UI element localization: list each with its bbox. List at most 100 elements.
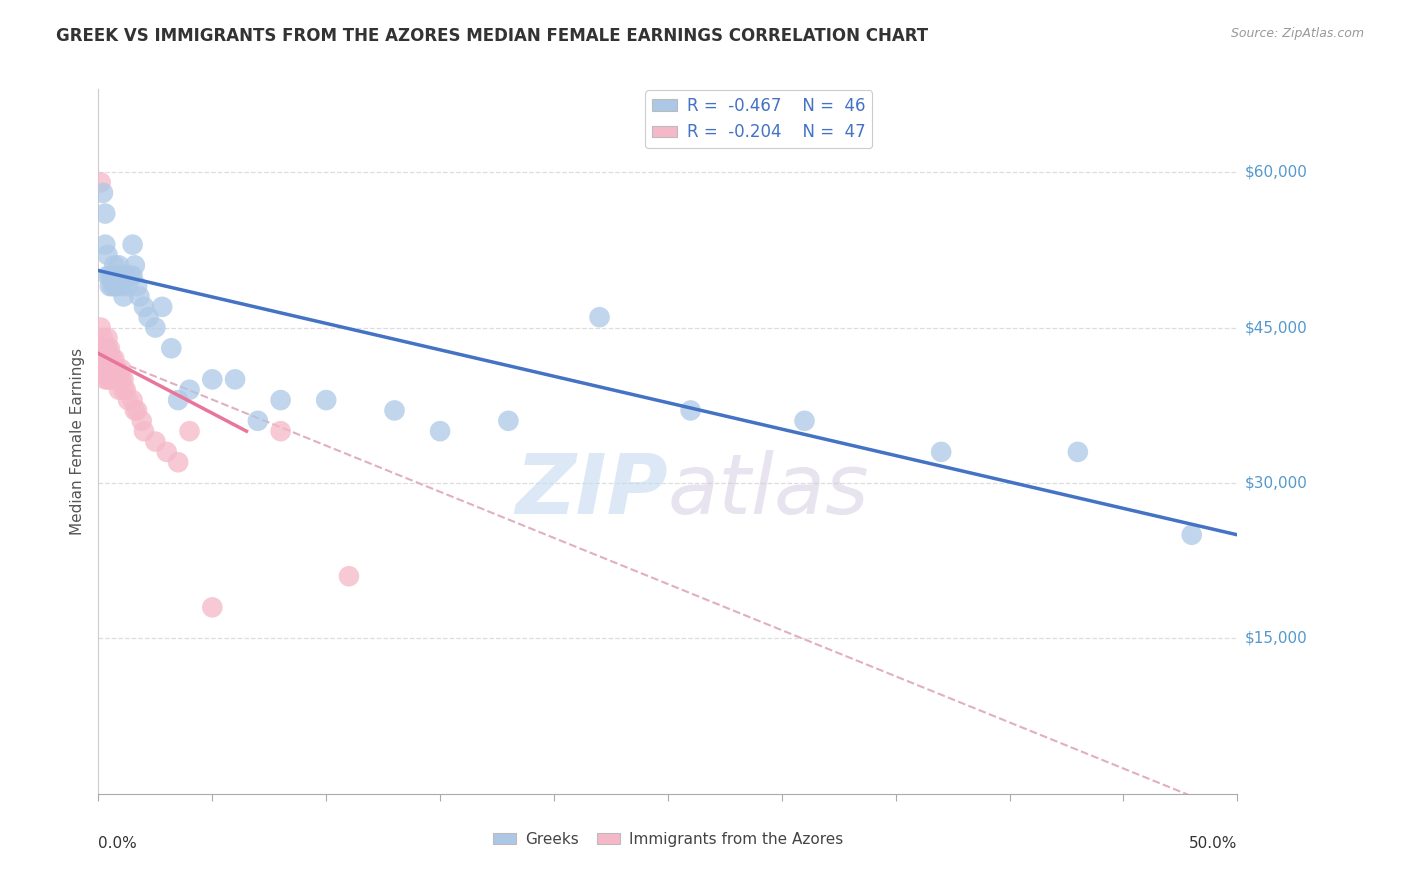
Point [498,414,520,428]
Point [160,341,183,355]
Point [94,362,117,376]
Point [270,424,292,438]
Text: GREEK VS IMMIGRANTS FROM THE AZORES MEDIAN FEMALE EARNINGS CORRELATION CHART: GREEK VS IMMIGRANTS FROM THE AZORES MEDI… [56,27,928,45]
Point [94,341,117,355]
Point [91,331,114,345]
Point [793,414,815,428]
Legend: Greeks, Immigrants from the Azores: Greeks, Immigrants from the Azores [486,826,849,853]
Point [108,259,131,273]
Point [91,351,114,366]
Point [1067,445,1090,459]
Point [179,424,201,438]
Y-axis label: Median Female Earnings: Median Female Earnings [69,348,84,535]
Text: atlas: atlas [668,450,869,532]
Point [98,268,121,283]
Point [679,403,702,417]
Point [156,445,179,459]
Point [124,403,146,417]
Point [103,279,125,293]
Point [246,414,269,428]
Point [121,268,143,283]
Point [128,289,150,303]
Point [112,383,135,397]
Point [91,341,114,355]
Point [103,351,125,366]
Point [132,300,155,314]
Text: ZIP: ZIP [515,450,668,532]
Point [91,362,114,376]
Point [96,372,118,386]
Point [98,362,121,376]
Point [103,259,125,273]
Point [384,403,406,417]
Point [224,372,246,386]
Point [138,310,160,325]
Point [94,206,117,220]
Point [127,403,149,417]
Point [94,372,117,386]
Point [167,393,190,408]
Point [124,259,146,273]
Point [145,320,167,334]
Point [98,279,121,293]
Point [101,268,124,283]
Point [96,268,118,283]
Text: Source: ZipAtlas.com: Source: ZipAtlas.com [1230,27,1364,40]
Point [101,351,124,366]
Point [94,237,117,252]
Point [588,310,610,325]
Text: $60,000: $60,000 [1246,165,1308,179]
Text: $30,000: $30,000 [1246,475,1308,491]
Point [145,434,167,449]
Point [929,445,952,459]
Point [90,176,112,190]
Point [1181,528,1204,542]
Point [103,362,125,376]
Point [98,372,121,386]
Point [110,372,132,386]
Point [96,362,118,376]
Point [127,279,149,293]
Text: 50.0%: 50.0% [1189,836,1237,851]
Point [94,351,117,366]
Point [337,569,360,583]
Text: $45,000: $45,000 [1246,320,1308,335]
Point [96,248,118,262]
Point [98,351,121,366]
Point [121,237,143,252]
Point [96,341,118,355]
Point [90,341,112,355]
Point [120,268,142,283]
Point [105,372,128,386]
Point [91,186,114,200]
Point [101,279,124,293]
Point [101,372,124,386]
Point [150,300,173,314]
Point [121,393,143,408]
Point [114,268,136,283]
Point [105,362,128,376]
Point [315,393,337,408]
Point [96,331,118,345]
Point [114,383,136,397]
Point [429,424,451,438]
Point [132,424,155,438]
Point [105,279,128,293]
Point [108,383,131,397]
Point [110,362,132,376]
Point [131,414,153,428]
Point [117,393,139,408]
Text: $15,000: $15,000 [1246,631,1308,646]
Point [101,362,124,376]
Point [112,372,135,386]
Point [110,279,132,293]
Point [110,268,132,283]
Point [201,600,224,615]
Point [179,383,201,397]
Text: 0.0%: 0.0% [98,836,138,851]
Point [98,341,121,355]
Point [103,268,125,283]
Point [108,372,131,386]
Point [96,351,118,366]
Point [117,279,139,293]
